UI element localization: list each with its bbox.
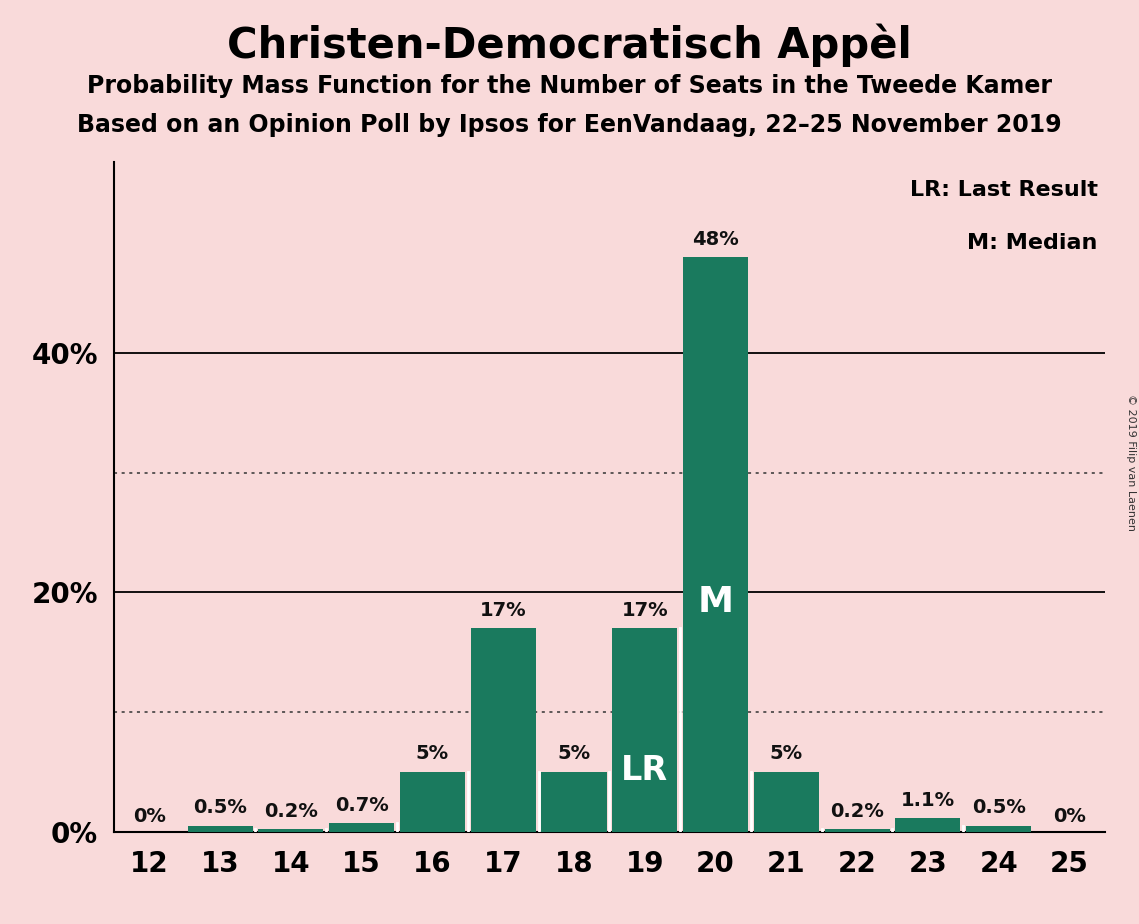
Text: 5%: 5% <box>557 745 590 763</box>
Text: M: Median: M: Median <box>967 234 1098 253</box>
Text: 0.2%: 0.2% <box>264 802 318 821</box>
Bar <box>329 823 394 832</box>
Bar <box>754 772 819 832</box>
Text: 0.2%: 0.2% <box>830 802 884 821</box>
Text: LR: Last Result: LR: Last Result <box>910 179 1098 200</box>
Text: LR: LR <box>621 754 669 787</box>
Text: Christen-Democratisch Appèl: Christen-Democratisch Appèl <box>227 23 912 67</box>
Text: 0.7%: 0.7% <box>335 796 388 815</box>
Text: M: M <box>697 585 734 619</box>
Text: 1.1%: 1.1% <box>901 791 954 810</box>
Text: 5%: 5% <box>770 745 803 763</box>
Text: 0%: 0% <box>1052 807 1085 826</box>
Bar <box>895 819 960 832</box>
Bar <box>683 258 748 832</box>
Text: Probability Mass Function for the Number of Seats in the Tweede Kamer: Probability Mass Function for the Number… <box>87 74 1052 98</box>
Text: 17%: 17% <box>480 601 526 620</box>
Bar <box>541 772 607 832</box>
Text: 48%: 48% <box>693 230 739 249</box>
Bar <box>470 628 535 832</box>
Text: Based on an Opinion Poll by Ipsos for EenVandaag, 22–25 November 2019: Based on an Opinion Poll by Ipsos for Ee… <box>77 113 1062 137</box>
Text: 17%: 17% <box>622 601 669 620</box>
Bar <box>966 826 1031 832</box>
Text: 0%: 0% <box>133 807 166 826</box>
Bar <box>400 772 465 832</box>
Text: 5%: 5% <box>416 745 449 763</box>
Text: 0.5%: 0.5% <box>972 798 1025 817</box>
Text: 0.5%: 0.5% <box>194 798 247 817</box>
Bar <box>188 826 253 832</box>
Text: © 2019 Filip van Laenen: © 2019 Filip van Laenen <box>1126 394 1136 530</box>
Bar <box>259 829 323 832</box>
Bar <box>825 829 890 832</box>
Bar <box>612 628 678 832</box>
